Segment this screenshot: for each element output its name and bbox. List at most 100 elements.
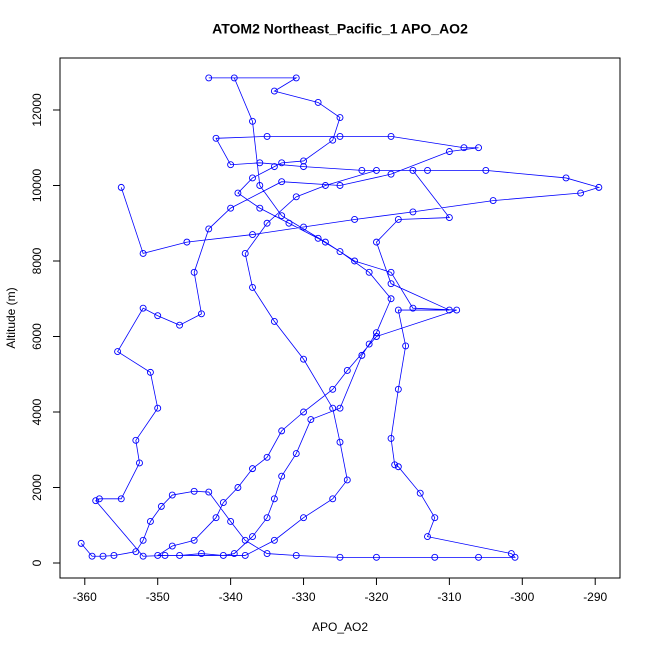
data-point	[256, 159, 264, 167]
data-point	[263, 550, 271, 558]
data-point	[391, 461, 399, 469]
data-point	[190, 268, 198, 276]
data-point	[136, 459, 143, 467]
x-tick-label: -300	[510, 590, 534, 604]
data-point	[453, 306, 461, 314]
y-tick-label: 10000	[30, 168, 44, 202]
data-point	[351, 216, 359, 223]
data-point	[343, 476, 351, 484]
data-point	[307, 416, 315, 424]
data-point	[88, 552, 96, 560]
data-point	[292, 552, 300, 559]
data-point	[249, 231, 256, 239]
data-point	[300, 157, 307, 165]
data-point	[343, 367, 351, 374]
data-point	[373, 329, 380, 337]
x-tick-label: -340	[219, 590, 243, 604]
data-point	[314, 98, 322, 106]
data-point	[460, 144, 468, 152]
data-point	[409, 208, 417, 216]
data-point	[154, 312, 162, 320]
data-point	[373, 238, 380, 246]
data-point	[394, 463, 402, 471]
y-tick-label: 0	[30, 559, 44, 566]
data-point	[387, 170, 395, 178]
data-point	[329, 404, 337, 412]
data-point	[270, 495, 278, 503]
data-point	[336, 248, 344, 256]
data-point	[249, 533, 256, 541]
data-point	[278, 159, 286, 167]
data-point	[139, 304, 147, 312]
data-point	[263, 132, 271, 140]
data-point	[146, 368, 154, 376]
data-point	[416, 489, 424, 497]
data-point	[270, 87, 278, 95]
data-point	[409, 304, 417, 312]
data-point	[285, 219, 293, 227]
data-point	[110, 552, 118, 559]
data-point	[507, 550, 515, 558]
data-point	[176, 321, 184, 329]
data-point	[219, 499, 227, 507]
data-point	[300, 514, 307, 522]
data-point	[219, 552, 227, 559]
data-point	[577, 189, 585, 197]
data-point	[595, 183, 603, 191]
data-point	[394, 385, 402, 393]
data-point	[394, 216, 402, 223]
data-point	[227, 161, 235, 169]
data-point	[270, 536, 278, 544]
data-point	[387, 268, 395, 276]
data-point	[198, 550, 205, 558]
data-point	[154, 552, 162, 559]
data-point	[249, 117, 256, 125]
x-axis-title: APO_AO2	[312, 620, 368, 634]
x-tick-label: -360	[73, 590, 97, 604]
data-point	[99, 552, 107, 560]
data-point	[321, 238, 329, 246]
x-tick-label: -310	[437, 590, 461, 604]
data-point	[117, 183, 125, 191]
data-point	[256, 204, 264, 212]
data-point	[431, 514, 439, 522]
y-tick-label: 2000	[30, 474, 44, 501]
data-point	[292, 450, 300, 457]
data-point	[358, 166, 366, 174]
data-point	[511, 553, 519, 561]
data-point	[409, 166, 417, 174]
data-point	[387, 132, 395, 140]
data-point	[475, 144, 482, 152]
data-point	[336, 182, 344, 189]
data-point	[300, 408, 307, 416]
data-point	[365, 340, 373, 348]
data-point	[205, 225, 213, 233]
data-point	[117, 495, 125, 503]
data-point	[176, 552, 184, 559]
data-point	[329, 495, 337, 503]
data-point	[482, 166, 490, 174]
y-axis-title: Altitude (m)	[4, 287, 18, 348]
data-point	[241, 552, 249, 559]
data-point	[300, 223, 307, 231]
data-point	[263, 514, 271, 522]
data-point	[234, 484, 242, 491]
data-point	[249, 174, 256, 182]
data-point	[445, 148, 453, 155]
data-point	[278, 212, 286, 220]
data-point	[489, 197, 497, 205]
data-point	[230, 74, 238, 82]
data-point	[205, 74, 213, 82]
data-point	[387, 434, 395, 442]
data-point	[292, 193, 300, 201]
data-point	[336, 132, 344, 140]
data-point	[198, 310, 205, 318]
data-point	[431, 553, 439, 561]
data-point	[205, 488, 213, 496]
chart-title: ATOM2 Northeast_Pacific_1 APO_AO2	[212, 21, 468, 37]
data-point	[249, 283, 256, 291]
data-point	[92, 497, 100, 505]
x-tick-label: -290	[583, 590, 607, 604]
data-point	[157, 502, 165, 510]
